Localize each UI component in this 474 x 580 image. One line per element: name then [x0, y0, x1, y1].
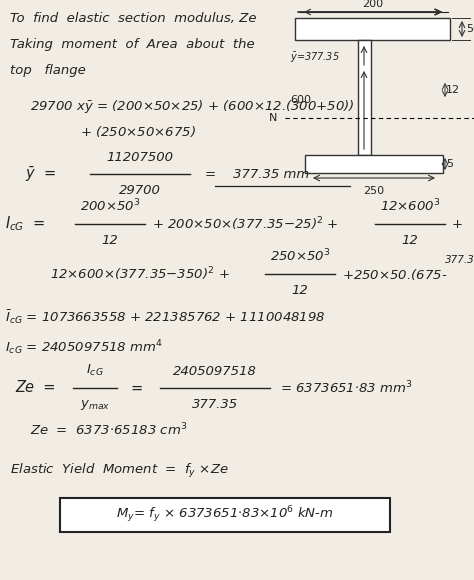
- Text: $I_{cG}$ = 2405097518 mm$^4$: $I_{cG}$ = 2405097518 mm$^4$: [5, 338, 163, 357]
- Text: =    377.35 mm: = 377.35 mm: [205, 168, 309, 180]
- Text: $\bar{y}$=377.35: $\bar{y}$=377.35: [290, 51, 340, 65]
- Text: 12: 12: [101, 234, 118, 247]
- Text: 50: 50: [466, 24, 474, 34]
- Text: 29700 x$\bar{y}$ = (200$\times$50$\times$25) + (600$\times$12.(300+50)): 29700 x$\bar{y}$ = (200$\times$50$\times…: [30, 98, 355, 115]
- Text: +250$\times$50.(675-: +250$\times$50.(675-: [342, 266, 447, 281]
- Text: + (250$\times$50$\times$675): + (250$\times$50$\times$675): [80, 124, 196, 139]
- Text: 250$\times$50$^3$: 250$\times$50$^3$: [270, 248, 330, 264]
- Text: 12: 12: [446, 85, 460, 95]
- Text: 12$\times$600$\times$(377.35$-$350)$^2$ +: 12$\times$600$\times$(377.35$-$350)$^2$ …: [50, 265, 230, 283]
- Text: 377.35): 377.35): [445, 254, 474, 264]
- Text: $y_{max}$: $y_{max}$: [80, 398, 110, 412]
- Text: +: +: [452, 218, 463, 230]
- Text: N: N: [269, 113, 277, 123]
- Bar: [305, 155, 443, 173]
- Text: $M_y$= $f_y$ $\times$ 6373651$\cdot$83$\times$10$^6$ kN-m: $M_y$= $f_y$ $\times$ 6373651$\cdot$83$\…: [116, 505, 334, 525]
- Text: 12: 12: [401, 234, 419, 247]
- Text: 200$\times$50$^3$: 200$\times$50$^3$: [80, 197, 140, 214]
- Text: 5: 5: [446, 159, 453, 169]
- Text: Taking  moment  of  Area  about  the: Taking moment of Area about the: [10, 38, 255, 51]
- Text: 250: 250: [364, 186, 384, 196]
- Bar: [60, 498, 390, 532]
- Text: Ze  =: Ze =: [15, 380, 55, 396]
- Text: + 200$\times$50$\times$(377.35$-$25)$^2$ +: + 200$\times$50$\times$(377.35$-$25)$^2$…: [152, 215, 338, 233]
- Text: Elastic  Yield  Moment  =  $f_y$ $\times$Ze: Elastic Yield Moment = $f_y$ $\times$Ze: [10, 462, 228, 480]
- Text: 377.35: 377.35: [192, 398, 238, 411]
- Text: top   flange: top flange: [10, 64, 86, 77]
- Bar: [295, 18, 450, 40]
- Text: $\bar{I}_{cG}$ = 1073663558 + 221385762 + 1110048198: $\bar{I}_{cG}$ = 1073663558 + 221385762 …: [5, 308, 326, 326]
- Text: 12$\times$600$^3$: 12$\times$600$^3$: [380, 197, 440, 214]
- Text: 29700: 29700: [119, 184, 161, 197]
- Text: 600: 600: [290, 95, 311, 105]
- Text: $I_{cG}$: $I_{cG}$: [86, 363, 104, 378]
- Text: =: =: [130, 380, 142, 396]
- Text: Ze  =  6373$\cdot$65183 cm$^3$: Ze = 6373$\cdot$65183 cm$^3$: [30, 422, 187, 438]
- Text: 2405097518: 2405097518: [173, 365, 257, 378]
- Text: To  find  elastic  section  modulus, Ze: To find elastic section modulus, Ze: [10, 12, 256, 25]
- Text: $I_{cG}$  =: $I_{cG}$ =: [5, 215, 46, 233]
- Text: $\bar{y}$  =: $\bar{y}$ =: [25, 165, 56, 183]
- Bar: [358, 40, 371, 155]
- Text: 200: 200: [362, 0, 383, 9]
- Text: 12: 12: [292, 284, 309, 297]
- Text: = 6373651$\cdot$83 mm$^3$: = 6373651$\cdot$83 mm$^3$: [280, 380, 413, 396]
- Text: 11207500: 11207500: [107, 151, 173, 164]
